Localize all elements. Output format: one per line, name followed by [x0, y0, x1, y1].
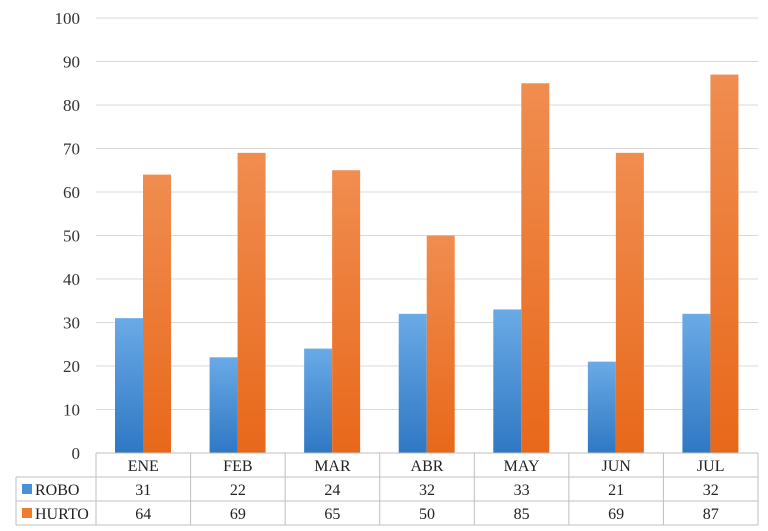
- data-label: 22: [230, 482, 246, 499]
- bar-robo-may: [493, 309, 522, 453]
- y-tick-label: 100: [55, 9, 81, 28]
- x-category-label: JUL: [697, 458, 725, 475]
- legend-swatch-hurto: [22, 508, 32, 518]
- bar-robo-jul: [682, 313, 711, 453]
- x-category-label: MAY: [504, 458, 540, 475]
- data-label: 31: [135, 482, 151, 499]
- bar-robo-abr: [398, 313, 427, 453]
- x-category-label: MAR: [314, 458, 351, 475]
- y-tick-label: 60: [63, 183, 80, 202]
- y-tick-label: 70: [63, 140, 80, 159]
- x-category-label: FEB: [223, 458, 252, 475]
- bar-robo-jun: [587, 361, 616, 453]
- bar-hurto-may: [521, 83, 550, 453]
- y-tick-label: 30: [63, 314, 80, 333]
- series-label: HURTO: [35, 506, 89, 523]
- bar-hurto-jun: [615, 152, 644, 453]
- bars: [115, 74, 739, 454]
- bar-hurto-feb: [237, 152, 266, 453]
- data-label: 24: [324, 482, 340, 499]
- x-category-label: JUN: [601, 458, 631, 475]
- y-axis-ticks: 0 10 20 30 40 50 60 70 80 90 100: [55, 9, 81, 463]
- data-label: 69: [608, 506, 624, 523]
- data-label: 85: [514, 506, 530, 523]
- data-label: 64: [135, 506, 151, 523]
- data-label: 21: [608, 482, 624, 499]
- series-label: ROBO: [35, 482, 79, 499]
- y-tick-label: 20: [63, 357, 80, 376]
- data-table: ENE FEB MAR ABR MAY JUN JUL ROBO 31 22 24 32 33 21 32 H…: [15, 452, 759, 526]
- data-label: 32: [419, 482, 435, 499]
- data-label: 32: [703, 482, 719, 499]
- data-label: 33: [514, 482, 530, 499]
- y-tick-label: 90: [63, 53, 80, 72]
- data-label: 65: [324, 506, 340, 523]
- data-label: 87: [703, 506, 719, 523]
- y-tick-label: 10: [63, 401, 80, 420]
- bar-robo-ene: [115, 318, 143, 453]
- bar-hurto-mar: [332, 170, 361, 453]
- data-label: 69: [230, 506, 246, 523]
- data-label: 50: [419, 506, 435, 523]
- y-tick-label: 50: [63, 227, 80, 246]
- x-category-label: ABR: [411, 458, 444, 475]
- bar-hurto-abr: [426, 235, 455, 453]
- y-tick-label: 40: [63, 270, 80, 289]
- x-category-label: ENE: [128, 458, 159, 475]
- bar-robo-mar: [304, 348, 333, 453]
- y-tick-label: 0: [72, 444, 81, 463]
- bar-hurto-ene: [143, 174, 171, 453]
- y-tick-label: 80: [63, 96, 80, 115]
- legend-swatch-robo: [22, 484, 32, 494]
- bar-hurto-jul: [710, 74, 739, 454]
- bar-robo-feb: [209, 357, 238, 453]
